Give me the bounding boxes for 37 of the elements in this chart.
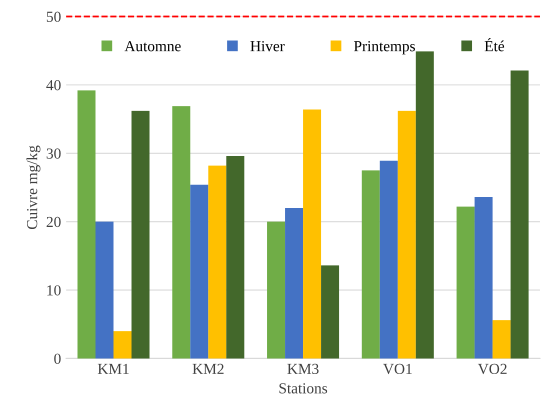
bar [226,156,244,358]
legend-label: Été [484,38,504,52]
y-axis-title: Cuivre mg/kg [26,146,40,230]
y-tick-label: 10 [47,285,61,296]
bar [190,184,208,358]
legend-label: Automne [124,41,181,52]
bar [380,160,398,358]
bar [474,197,493,358]
x-axis-title: Stations [279,383,328,394]
x-tick-label: VO2 [478,364,507,374]
x-tick-label: KM3 [287,364,319,374]
bar [456,206,475,358]
bar [362,170,380,358]
bar [208,166,226,358]
bar [285,208,304,358]
bar [132,110,150,358]
bar [172,106,190,358]
bar [114,331,132,358]
bar [321,265,340,358]
legend-label: Printemps [354,41,415,54]
x-tick-label: KM2 [192,364,224,374]
bar [77,90,96,358]
x-tick-label: KM1 [98,364,129,374]
x-tick-label: VO1 [383,364,412,374]
bar [303,109,322,358]
bar [398,110,416,358]
bar [510,70,529,358]
y-tick-label: 20 [46,216,61,228]
y-tick-label: 30 [46,148,61,159]
y-tick-label: 50 [46,12,61,22]
y-tick-label: 40 [46,80,61,90]
y-tick-label: 0 [54,354,61,364]
legend-label: Hiver [250,41,285,52]
bar [96,222,114,358]
bar [267,222,286,358]
bar [492,320,511,358]
bar [416,51,434,358]
